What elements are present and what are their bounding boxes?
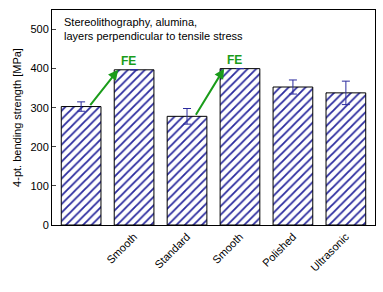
svg-text:500: 500 <box>30 23 48 35</box>
svg-text:Stereolithography, alumina,lay: Stereolithography, alumina,layers perpen… <box>64 16 243 42</box>
svg-text:FE: FE <box>227 53 242 67</box>
svg-text:FE: FE <box>121 54 136 68</box>
svg-text:Smooth: Smooth <box>210 231 245 266</box>
svg-text:Polished: Polished <box>260 231 298 269</box>
svg-text:100: 100 <box>30 180 48 192</box>
svg-text:Smooth: Smooth <box>104 231 139 266</box>
svg-text:Standard: Standard <box>152 231 192 271</box>
svg-text:Ultrasonic: Ultrasonic <box>308 230 351 273</box>
svg-text:400: 400 <box>30 62 48 74</box>
svg-text:300: 300 <box>30 102 48 114</box>
svg-text:4-pt. bending strength [MPa]: 4-pt. bending strength [MPa] <box>11 48 23 187</box>
svg-text:200: 200 <box>30 141 48 153</box>
svg-text:0: 0 <box>43 219 49 231</box>
